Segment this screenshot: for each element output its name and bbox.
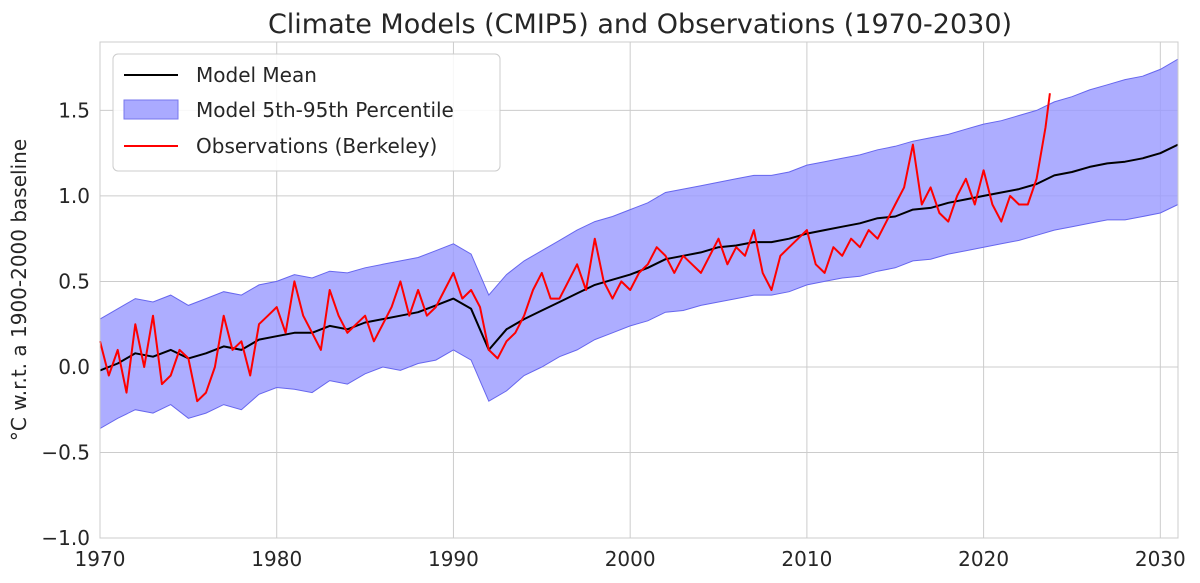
y-tick-label: 0.0 [58, 355, 90, 379]
model-mean-line [99, 143, 1179, 372]
x-tick-label: 2030 [1135, 547, 1186, 571]
x-tick-label: 2010 [781, 547, 832, 571]
x-tick-label: 1970 [75, 547, 126, 571]
line-layer [99, 93, 1179, 403]
y-tick-label: 0.5 [58, 269, 90, 293]
y-axis-ticks: −1.0 −0.5 0.0 0.5 1.0 1.5 [41, 98, 90, 550]
x-tick-label: 1990 [428, 547, 479, 571]
legend: Model Mean Model 5th-95th Percentile Obs… [112, 53, 501, 172]
plot-frame [99, 41, 1179, 539]
x-tick-label: 2000 [605, 547, 656, 571]
y-tick-label: 1.0 [58, 184, 90, 208]
legend-box [112, 53, 501, 172]
legend-label-percentile-band: Model 5th-95th Percentile [196, 98, 454, 122]
observations-line [99, 93, 1051, 403]
legend-label-model-mean: Model Mean [196, 63, 317, 87]
y-axis-label: °C w.r.t. a 1900-2000 baseline [7, 139, 31, 441]
chart-title: Climate Models (CMIP5) and Observations … [268, 9, 1012, 40]
y-tick-label: 1.5 [58, 98, 90, 122]
y-tick-label: −0.5 [41, 440, 90, 464]
legend-swatch-percentile-band [123, 99, 179, 120]
x-axis-ticks: 1970 1980 1990 2000 2010 2020 2030 [75, 547, 1186, 571]
x-tick-label: 1980 [251, 547, 302, 571]
legend-label-observations: Observations (Berkeley) [196, 134, 437, 158]
y-tick-label: −1.0 [41, 526, 90, 550]
x-tick-label: 2020 [958, 547, 1009, 571]
